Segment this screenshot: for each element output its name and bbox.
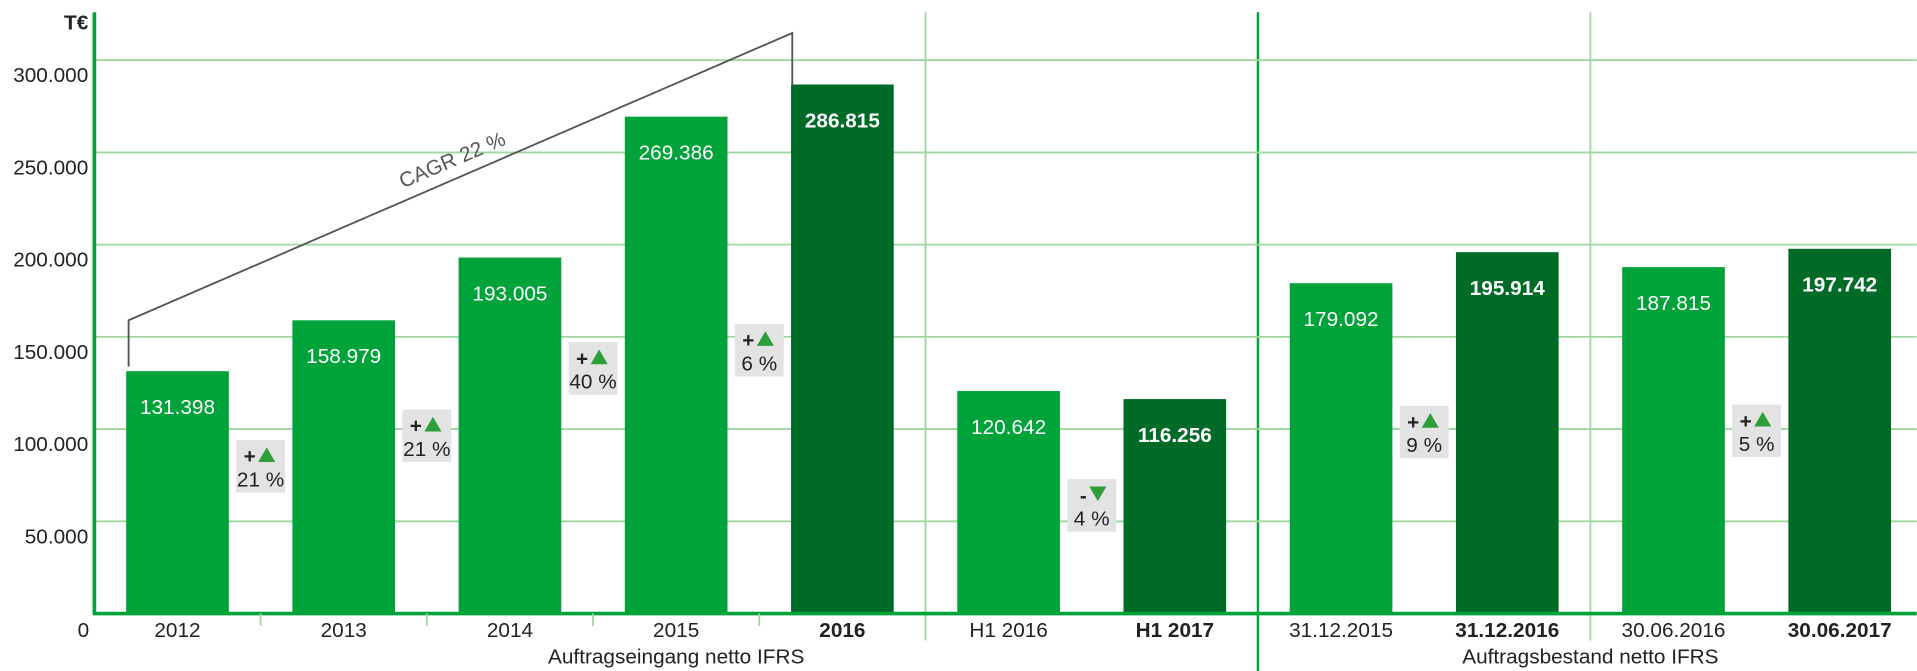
change-badge: +21 % — [402, 409, 452, 462]
badge-sign: + — [576, 347, 588, 370]
group-label: Auftragseingang netto IFRS — [548, 646, 804, 669]
x-tick-label: H1 2016 — [969, 619, 1048, 642]
value-label: 187.815 — [1636, 292, 1711, 315]
bar — [957, 391, 1060, 614]
bar — [126, 371, 229, 614]
y-tick-label: 200.000 — [13, 249, 88, 272]
badge-text: 21 % — [403, 438, 450, 461]
value-label: 120.642 — [971, 416, 1046, 439]
change-badge: +9 % — [1399, 405, 1449, 459]
change-badge: +21 % — [236, 440, 286, 493]
badge-sign: + — [742, 329, 754, 352]
change-badge: +40 % — [568, 342, 618, 395]
bar — [1622, 267, 1725, 614]
badge-arrow — [258, 447, 276, 462]
badge-sign: + — [1740, 410, 1752, 433]
unit-label: T€ — [64, 11, 89, 34]
y-tick-label: 250.000 — [13, 156, 88, 179]
badge-arrow — [1421, 413, 1439, 428]
badge-arrow — [1089, 486, 1107, 502]
y-tick-label: 50.000 — [25, 525, 89, 548]
badge-text: 40 % — [569, 371, 616, 394]
bar — [1289, 283, 1393, 614]
x-tick-label: 31.12.2016 — [1455, 619, 1559, 642]
badge-text: 21 % — [237, 468, 284, 491]
x-tick-label: 2013 — [321, 619, 367, 642]
badge-text: 6 % — [741, 352, 777, 375]
bar — [458, 257, 562, 614]
badge-text: 5 % — [1739, 433, 1775, 456]
value-label: 197.742 — [1802, 274, 1877, 297]
cagr-line — [127, 31, 794, 367]
x-tick-label: 2015 — [653, 619, 699, 642]
value-label: 131.398 — [140, 396, 215, 419]
cagr-label: CAGR 22 % — [396, 128, 509, 193]
change-badge: -4 % — [1067, 479, 1117, 532]
value-label: 116.256 — [1138, 424, 1212, 447]
value-label: 195.914 — [1470, 277, 1546, 300]
x-tick-label: 2016 — [819, 619, 865, 642]
y-tick-label: 150.000 — [13, 341, 88, 364]
value-label: 269.386 — [639, 141, 714, 164]
badge-box — [402, 409, 452, 462]
value-label: 179.092 — [1304, 308, 1379, 331]
badge-text: 4 % — [1074, 508, 1110, 531]
value-label: 158.979 — [306, 345, 381, 368]
badge-box — [1399, 405, 1449, 459]
x-tick-label: 31.12.2015 — [1289, 619, 1393, 642]
badge-box — [236, 440, 286, 493]
bar — [1455, 252, 1559, 614]
badge-sign: + — [244, 445, 256, 468]
badge-text: 9 % — [1406, 434, 1442, 457]
change-badge: +5 % — [1732, 404, 1782, 458]
x-tick-label: 2014 — [487, 619, 533, 642]
badge-sign: - — [1080, 484, 1087, 507]
badge-box — [1732, 404, 1782, 458]
badge-box — [568, 342, 618, 395]
value-label: 193.005 — [472, 282, 547, 305]
badge-arrow — [424, 416, 442, 432]
badge-sign: + — [410, 415, 422, 438]
badge-arrow — [756, 331, 774, 346]
change-badge: +6 % — [734, 323, 784, 377]
value-label: 286.815 — [805, 109, 880, 132]
bar — [292, 320, 396, 614]
badge-box — [734, 323, 784, 377]
y-tick-label: 300.000 — [13, 64, 88, 87]
bar — [791, 84, 894, 614]
group-label: Auftragsbestand netto IFRS — [1462, 646, 1718, 669]
x-tick-label: 2012 — [154, 619, 200, 642]
x-tick-label: 30.06.2016 — [1622, 619, 1726, 642]
bar — [1788, 248, 1892, 614]
bar — [624, 116, 728, 614]
badge-arrow — [590, 349, 608, 365]
bar — [1123, 399, 1227, 614]
badge-sign: + — [1407, 411, 1419, 434]
y-tick-label: 0 — [78, 619, 90, 642]
x-tick-label: 30.06.2017 — [1788, 619, 1892, 642]
y-tick-label: 100.000 — [13, 433, 88, 456]
badge-arrow — [1754, 411, 1772, 427]
x-tick-label: H1 2017 — [1136, 619, 1215, 642]
